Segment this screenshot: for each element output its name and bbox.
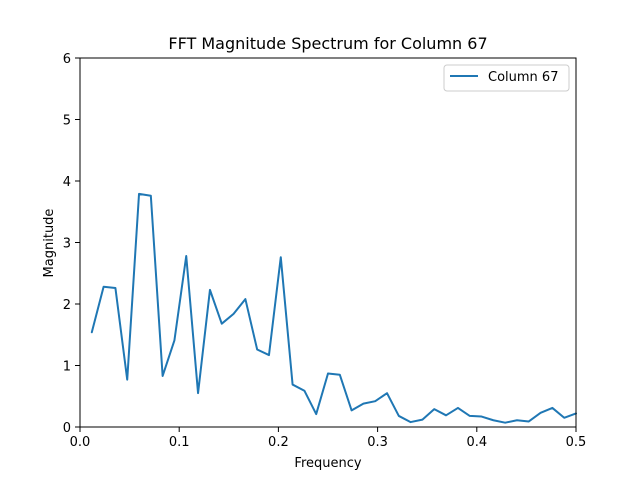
y-tick-label: 0 bbox=[63, 421, 71, 436]
legend-box bbox=[443, 64, 570, 92]
data-point bbox=[185, 255, 187, 257]
y-axis-title: Magnitude bbox=[42, 209, 57, 278]
data-point bbox=[445, 414, 447, 416]
data-point bbox=[138, 193, 140, 195]
data-point bbox=[386, 392, 388, 394]
data-point bbox=[398, 415, 400, 417]
data-point bbox=[173, 339, 175, 341]
y-tick-label: 4 bbox=[63, 175, 71, 190]
data-point bbox=[209, 289, 211, 291]
data-point bbox=[374, 400, 376, 402]
x-tick-label: 0.0 bbox=[70, 435, 91, 450]
data-point bbox=[221, 323, 223, 325]
x-tick-label: 0.1 bbox=[169, 435, 190, 450]
series-line-column-67 bbox=[90, 192, 577, 424]
data-point bbox=[351, 409, 353, 411]
legend-label: Column 67 bbox=[488, 70, 558, 85]
x-tick-label: 0.3 bbox=[367, 435, 388, 450]
data-point bbox=[362, 403, 364, 405]
data-point bbox=[103, 286, 105, 288]
x-tick-label: 0.4 bbox=[466, 435, 487, 450]
legend: Column 67 bbox=[443, 64, 570, 92]
data-point bbox=[280, 256, 282, 258]
plot-area bbox=[79, 57, 577, 428]
data-point bbox=[114, 287, 116, 289]
chart-title: FFT Magnitude Spectrum for Column 67 bbox=[168, 34, 487, 53]
data-point bbox=[563, 417, 565, 419]
data-point bbox=[433, 408, 435, 410]
data-point bbox=[516, 419, 518, 421]
y-tick-label: 5 bbox=[63, 114, 71, 129]
data-point bbox=[457, 407, 459, 409]
data-point bbox=[528, 420, 530, 422]
data-point bbox=[469, 415, 471, 417]
data-point bbox=[492, 419, 494, 421]
y-tick-label: 2 bbox=[63, 298, 71, 313]
x-tick-label: 0.5 bbox=[566, 435, 587, 450]
data-point bbox=[244, 298, 246, 300]
x-axis-title: Frequency bbox=[294, 456, 361, 471]
data-point bbox=[504, 422, 506, 424]
data-point bbox=[339, 374, 341, 376]
data-point bbox=[551, 407, 553, 409]
data-point bbox=[150, 195, 152, 197]
data-point bbox=[126, 379, 128, 381]
y-tick-label: 3 bbox=[63, 237, 71, 252]
data-point bbox=[268, 354, 270, 356]
data-point bbox=[315, 413, 317, 415]
data-point bbox=[256, 349, 258, 351]
data-point bbox=[410, 421, 412, 423]
data-point bbox=[91, 331, 93, 333]
data-point bbox=[540, 412, 542, 414]
data-point bbox=[303, 390, 305, 392]
x-axis: 0.0 0.1 0.2 0.3 0.4 0.5 bbox=[70, 427, 587, 450]
y-tick-label: 1 bbox=[63, 360, 71, 375]
data-point bbox=[421, 419, 423, 421]
data-point bbox=[292, 384, 294, 386]
data-point bbox=[162, 375, 164, 377]
x-tick-label: 0.2 bbox=[268, 435, 289, 450]
data-point bbox=[233, 313, 235, 315]
data-point bbox=[481, 416, 483, 418]
data-point bbox=[327, 372, 329, 374]
y-tick-label: 6 bbox=[63, 52, 71, 67]
data-point bbox=[197, 392, 199, 394]
y-axis: 0 1 2 3 4 5 6 bbox=[63, 52, 80, 436]
